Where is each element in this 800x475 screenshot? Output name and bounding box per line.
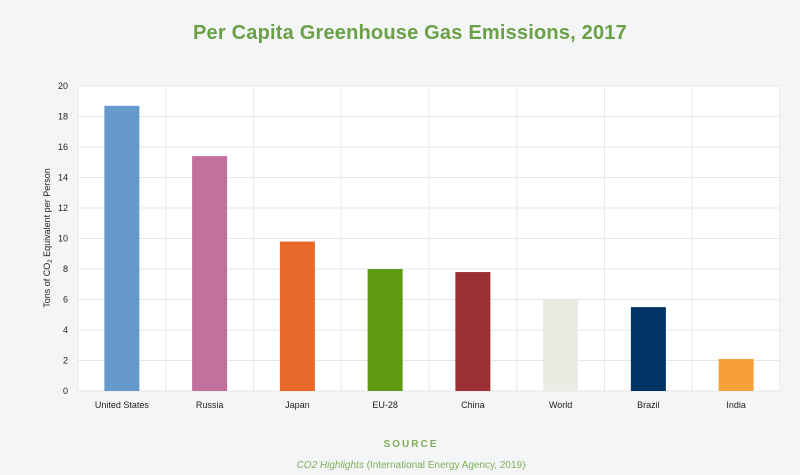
y-tick-labels: 0 2 4 6 8 10 12 14 16 18 20 [58, 81, 68, 396]
x-tick-label: EU-28 [372, 400, 398, 410]
x-tick-label: India [726, 400, 746, 410]
y-tick-label: 6 [63, 295, 68, 305]
y-tick-label: 18 [58, 112, 68, 122]
y-tick-label: 4 [63, 325, 68, 335]
chart-title: Per Capita Greenhouse Gas Emissions, 201… [193, 22, 627, 44]
y-tick-label: 2 [63, 356, 68, 366]
y-axis-label-rest: Equivalent per Person [42, 168, 52, 259]
y-tick-label: 20 [58, 81, 68, 91]
y-tick-label: 12 [58, 203, 68, 213]
y-tick-label: 16 [58, 142, 68, 152]
x-tick-label: Japan [285, 400, 310, 410]
bar-united-states[interactable] [104, 105, 140, 391]
grid-lines [77, 85, 781, 392]
x-tick-label: United States [95, 400, 150, 410]
source-publication[interactable]: CO2 Highlights [296, 460, 364, 471]
source-citation: CO2 Highlights (International Energy Age… [0, 460, 800, 471]
y-tick-label: 10 [58, 234, 68, 244]
bar-brazil[interactable] [630, 307, 666, 391]
x-tick-label: Russia [196, 400, 224, 410]
source-label: SOURCE [383, 439, 439, 450]
bars [104, 105, 754, 392]
bar-japan[interactable] [279, 241, 315, 391]
y-tick-label: 8 [63, 264, 68, 274]
bar-china[interactable] [455, 272, 491, 391]
bar-world[interactable] [543, 299, 579, 392]
y-axis-label-main: Tons of CO [42, 263, 52, 308]
y-axis-label: Tons of CO2 Equivalent per Person [42, 168, 54, 307]
y-tick-label: 14 [58, 173, 68, 183]
x-tick-label: China [461, 400, 485, 410]
x-tick-label: Brazil [637, 400, 660, 410]
bar-russia[interactable] [192, 156, 228, 391]
bar-eu-28[interactable] [367, 269, 403, 391]
y-tick-label: 0 [63, 386, 68, 396]
x-tick-label: World [549, 400, 572, 410]
source-details: (International Energy Agency, 2019) [363, 460, 526, 471]
x-tick-labels: United States Russia Japan EU-28 China World B… [95, 400, 746, 410]
y-axis-label-subscript: 2 [48, 259, 54, 263]
bar-india[interactable] [718, 358, 754, 391]
